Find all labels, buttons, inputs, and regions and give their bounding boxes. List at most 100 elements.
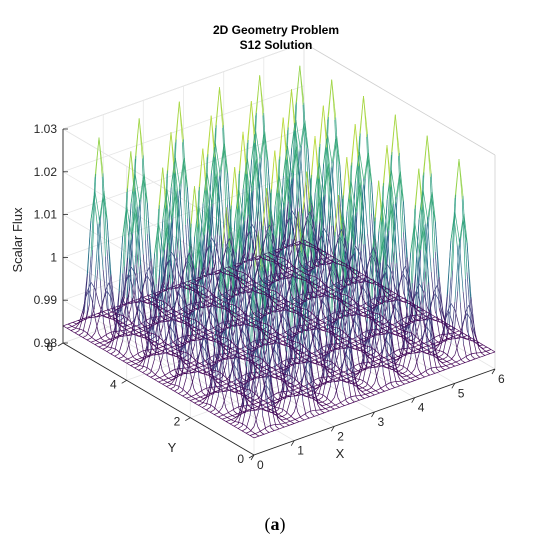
mesh-line	[252, 363, 257, 368]
mesh-line	[187, 288, 192, 291]
mesh-line	[279, 348, 283, 364]
mesh-line	[180, 313, 184, 317]
mesh-line	[280, 301, 285, 305]
mesh-line	[192, 318, 197, 321]
mesh-line	[250, 344, 255, 349]
mesh-line	[100, 191, 105, 217]
mesh-line	[368, 356, 372, 360]
mesh-line	[346, 311, 351, 370]
mesh-line	[180, 359, 185, 363]
mesh-line	[259, 156, 265, 212]
mesh-line	[134, 306, 139, 323]
mesh-line	[256, 325, 261, 329]
mesh-line	[231, 391, 236, 393]
mesh-line	[270, 208, 276, 236]
mesh-line	[225, 297, 229, 300]
mesh-line	[170, 369, 175, 372]
mesh-line	[238, 385, 243, 389]
mesh-line	[306, 198, 311, 225]
mesh-line	[266, 288, 271, 291]
mesh-line	[332, 334, 337, 339]
mesh-line	[274, 159, 280, 245]
mesh-line	[322, 377, 327, 398]
mesh-line	[245, 431, 251, 434]
mesh-line	[396, 372, 401, 376]
mesh-line	[231, 268, 236, 271]
mesh-line	[137, 364, 142, 367]
mesh-line	[236, 305, 240, 309]
mesh-line	[322, 326, 326, 329]
mesh-line	[275, 304, 280, 349]
mesh-line	[212, 255, 217, 276]
mesh-line	[252, 398, 257, 402]
mesh-line	[329, 368, 334, 371]
mesh-line	[264, 400, 268, 404]
mesh-line	[323, 364, 327, 368]
mesh-line	[211, 264, 216, 276]
mesh-line	[367, 390, 372, 394]
mesh-line	[238, 363, 243, 379]
mesh-line	[237, 278, 242, 283]
mesh-line	[85, 304, 90, 320]
mesh-line	[222, 348, 226, 355]
mesh-line	[252, 431, 256, 435]
mesh-line	[404, 374, 409, 378]
mesh-line	[222, 343, 227, 347]
mesh-line	[228, 322, 233, 326]
mesh-line	[277, 365, 281, 369]
mesh-line	[128, 302, 132, 305]
mesh-line	[237, 328, 242, 346]
mesh-line	[249, 397, 253, 400]
mesh-line	[370, 240, 374, 267]
mesh-line	[248, 370, 253, 382]
mesh-line	[143, 296, 147, 300]
mesh-line	[264, 375, 269, 383]
mesh-line	[294, 390, 298, 393]
mesh-line	[283, 344, 287, 347]
mesh-line	[236, 323, 241, 326]
mesh-line	[110, 318, 115, 321]
mesh-line	[257, 406, 261, 409]
mesh-line	[241, 271, 245, 274]
mesh-line	[169, 383, 174, 385]
mesh-line	[260, 289, 265, 311]
mesh-line	[166, 359, 171, 374]
mesh-line	[116, 322, 121, 326]
mesh-line	[260, 330, 265, 335]
mesh-line	[160, 377, 164, 381]
mesh-line	[222, 374, 227, 378]
mesh-line	[446, 363, 452, 366]
mesh-line	[202, 266, 208, 311]
mesh-line	[285, 366, 290, 368]
mesh-line	[326, 406, 331, 409]
mesh-line	[281, 307, 286, 315]
mesh-line	[166, 304, 172, 346]
mesh-line	[166, 315, 171, 318]
mesh-line	[350, 375, 355, 379]
mesh-line	[259, 284, 264, 310]
mesh-line	[255, 342, 260, 347]
mesh-line	[264, 270, 269, 331]
mesh-line	[310, 324, 315, 327]
mesh-line	[188, 370, 192, 374]
mesh-line	[149, 340, 154, 357]
mesh-line	[226, 270, 231, 273]
mesh-line	[282, 418, 287, 421]
mesh-line	[192, 262, 197, 283]
mesh-line	[180, 394, 185, 398]
mesh-line	[182, 357, 187, 361]
mesh-line	[166, 348, 171, 352]
mesh-line	[152, 343, 156, 347]
mesh-line	[185, 368, 189, 372]
mesh-line	[232, 356, 237, 364]
mesh-line	[305, 378, 310, 385]
mesh-line	[190, 355, 195, 360]
mesh-line	[263, 286, 268, 290]
mesh-line	[242, 423, 247, 427]
mesh-line	[297, 211, 302, 253]
mesh-line	[168, 259, 173, 271]
mesh-line	[286, 356, 291, 368]
mesh-line	[286, 281, 291, 298]
mesh-line	[255, 297, 260, 313]
mesh-line	[272, 367, 276, 371]
